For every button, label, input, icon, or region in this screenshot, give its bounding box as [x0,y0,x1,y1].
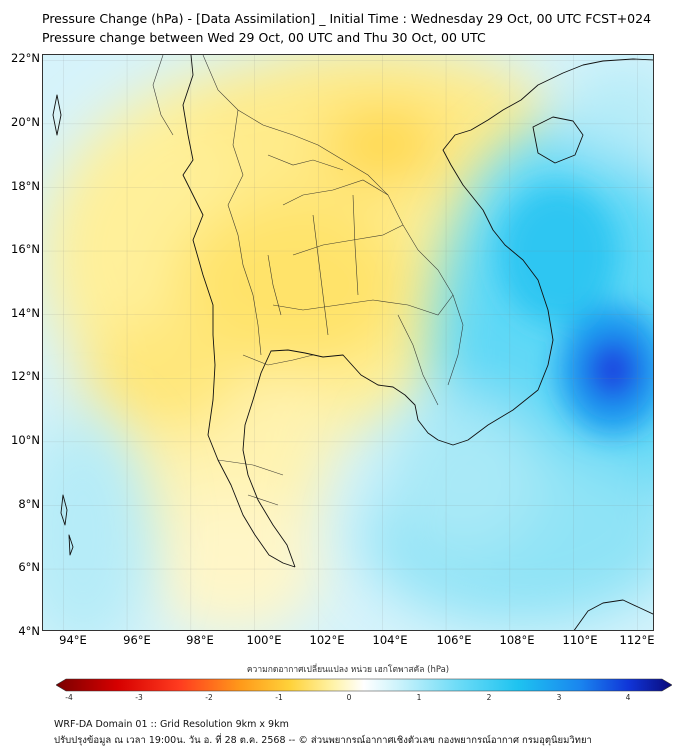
lat-label: 4°N [18,624,40,638]
lat-label: 22°N [11,51,40,65]
lat-label: 16°N [11,242,40,256]
colorbar [56,678,672,692]
lon-label: 112°E [619,633,655,647]
lat-label: 20°N [11,115,40,129]
lon-label: 102°E [309,633,345,647]
lat-label: 18°N [11,179,40,193]
coastlines [52,55,653,630]
colorbar-tick: -4 [65,693,73,702]
lon-label: 106°E [436,633,472,647]
lon-label: 110°E [562,633,598,647]
footer-model-info: WRF-DA Domain 01 :: Grid Resolution 9km … [54,719,289,730]
colorbar-tick: 2 [486,693,492,702]
colorbar-gradient [56,678,672,692]
footer-credit: ปรับปรุงข้อมูล ณ เวลา 19:00น. วัน อ. ที่… [54,735,592,746]
lat-label: 8°N [18,497,40,511]
lon-label: 96°E [123,633,151,647]
colorbar-tick: 0 [346,693,352,702]
borders [152,55,464,506]
colorbar-tick: -2 [205,693,213,702]
map-title: Pressure Change (hPa) - [Data Assimilati… [42,11,652,26]
colorbar-tick: -3 [135,693,143,702]
lat-label: 10°N [11,433,40,447]
lon-label: 94°E [59,633,87,647]
lon-label: 98°E [186,633,214,647]
lon-label: 108°E [499,633,535,647]
colorbar-tick: 4 [625,693,631,702]
colorbar-tick: 3 [556,693,562,702]
lon-label: 100°E [246,633,282,647]
colorbar-label: ความกดอากาศเปลี่ยนแปลง หน่วย เฮกโตพาสคัล… [246,665,450,675]
lat-label: 12°N [11,369,40,383]
lat-label: 14°N [11,306,40,320]
graticule [43,55,653,630]
map-subtitle: Pressure change between Wed 29 Oct, 00 U… [42,30,486,45]
pressure-change-map [43,55,653,630]
map-panel[interactable] [42,54,654,631]
lon-label: 104°E [372,633,408,647]
colorbar-tick: 1 [416,693,422,702]
colorbar-tick: -1 [275,693,283,702]
lat-label: 6°N [18,560,40,574]
